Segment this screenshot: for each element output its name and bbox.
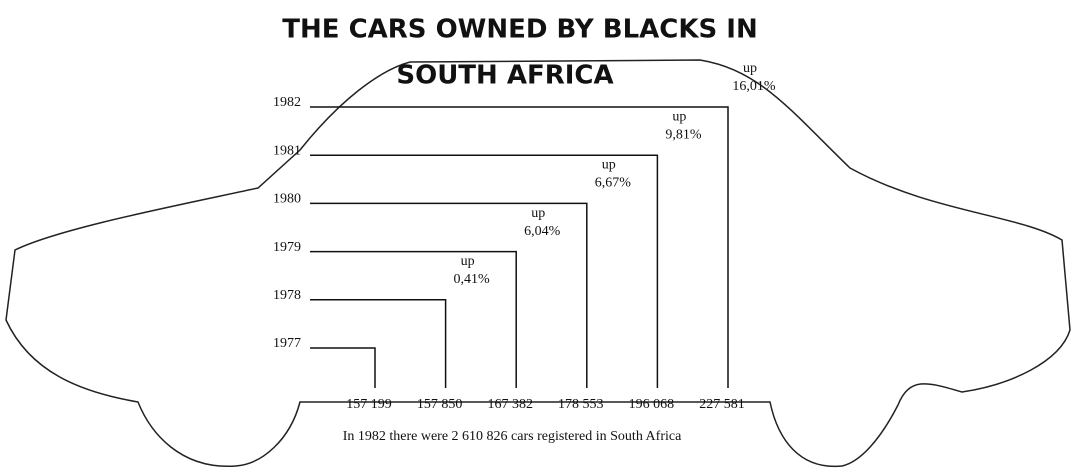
year-label: 1978 — [273, 288, 301, 303]
chart-title: THE CARS OWNED BY BLACKS IN — [282, 15, 757, 45]
change-label: 0,41% — [454, 272, 491, 287]
change-word: up — [602, 158, 616, 173]
year-label: 1979 — [273, 240, 301, 255]
step-line — [310, 300, 446, 388]
year-label: 1981 — [273, 143, 301, 158]
year-label: 1980 — [273, 192, 301, 207]
change-label: 6,67% — [595, 176, 632, 191]
change-label: 6,04% — [524, 224, 561, 239]
footnote: In 1982 there were 2 610 826 cars regist… — [343, 429, 682, 444]
change-word: up — [743, 61, 757, 76]
value-label: 227 581 — [699, 397, 745, 412]
change-word: up — [531, 206, 545, 221]
page: {"chart_data": {"type": "step", "title":… — [0, 0, 1073, 471]
step-line — [310, 107, 728, 388]
change-word: up — [461, 254, 475, 269]
year-label: 1977 — [273, 336, 301, 351]
value-label: 167 382 — [487, 397, 533, 412]
car-outline — [6, 60, 1070, 466]
step-line — [310, 348, 375, 388]
value-label: 178 553 — [558, 397, 604, 412]
value-label: 196 068 — [629, 397, 675, 412]
chart-title: SOUTH AFRICA — [396, 61, 613, 91]
change-label: 9,81% — [665, 127, 702, 142]
year-label: 1982 — [273, 95, 301, 110]
chart: THE CARS OWNED BY BLACKS IN SOUTH AFRICA… — [0, 0, 1073, 471]
value-label: 157 850 — [417, 397, 463, 412]
change-word: up — [672, 109, 686, 124]
value-label: 157 199 — [346, 397, 392, 412]
change-label: 16,01% — [732, 79, 776, 94]
